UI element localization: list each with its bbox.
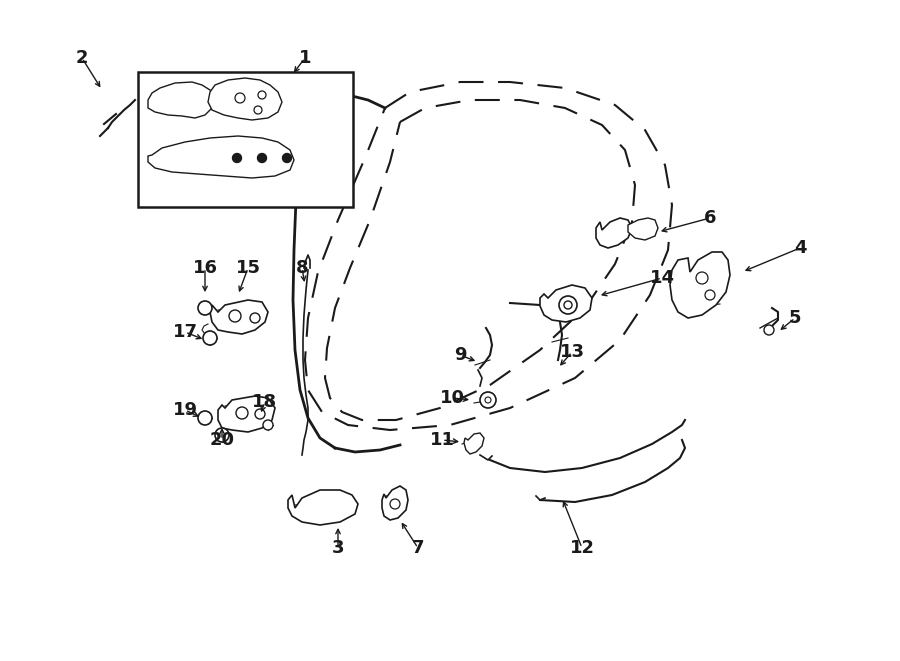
Text: 7: 7 (412, 539, 424, 557)
Text: 14: 14 (650, 269, 674, 287)
Text: 6: 6 (704, 209, 716, 227)
Circle shape (232, 153, 241, 163)
Circle shape (283, 153, 292, 163)
Circle shape (705, 290, 715, 300)
Polygon shape (210, 300, 268, 334)
Bar (138, 72, 353, 207)
Circle shape (229, 310, 241, 322)
Polygon shape (382, 486, 408, 520)
Circle shape (559, 296, 577, 314)
Circle shape (215, 428, 229, 442)
Circle shape (564, 301, 572, 309)
Text: 10: 10 (439, 389, 464, 407)
Circle shape (480, 392, 496, 408)
Circle shape (257, 153, 266, 163)
Text: 4: 4 (794, 239, 806, 257)
Text: 16: 16 (193, 259, 218, 277)
Circle shape (198, 301, 212, 315)
Polygon shape (288, 490, 358, 525)
Polygon shape (208, 78, 282, 120)
Polygon shape (464, 433, 484, 454)
Circle shape (258, 91, 266, 99)
Text: 1: 1 (299, 49, 311, 67)
Text: 8: 8 (296, 259, 309, 277)
Text: 5: 5 (788, 309, 801, 327)
Polygon shape (218, 396, 275, 432)
Polygon shape (596, 218, 632, 248)
Circle shape (390, 499, 400, 509)
Polygon shape (540, 285, 592, 322)
Polygon shape (148, 82, 215, 118)
Text: 17: 17 (173, 323, 197, 341)
Text: 12: 12 (570, 539, 595, 557)
Circle shape (696, 272, 708, 284)
Text: 19: 19 (173, 401, 197, 419)
Text: 9: 9 (454, 346, 466, 364)
Circle shape (198, 411, 212, 425)
Text: 13: 13 (560, 343, 584, 361)
Circle shape (236, 407, 248, 419)
Polygon shape (148, 136, 294, 178)
Circle shape (250, 313, 260, 323)
Polygon shape (670, 252, 730, 318)
Circle shape (255, 409, 265, 419)
Text: 18: 18 (252, 393, 277, 411)
Circle shape (235, 93, 245, 103)
Circle shape (263, 420, 273, 430)
Circle shape (764, 325, 774, 335)
Circle shape (254, 106, 262, 114)
Circle shape (203, 331, 217, 345)
Text: 20: 20 (210, 431, 235, 449)
Text: 15: 15 (236, 259, 260, 277)
Circle shape (485, 397, 491, 403)
Text: 3: 3 (332, 539, 344, 557)
Text: 2: 2 (76, 49, 88, 67)
Text: 11: 11 (429, 431, 454, 449)
Polygon shape (628, 218, 658, 240)
